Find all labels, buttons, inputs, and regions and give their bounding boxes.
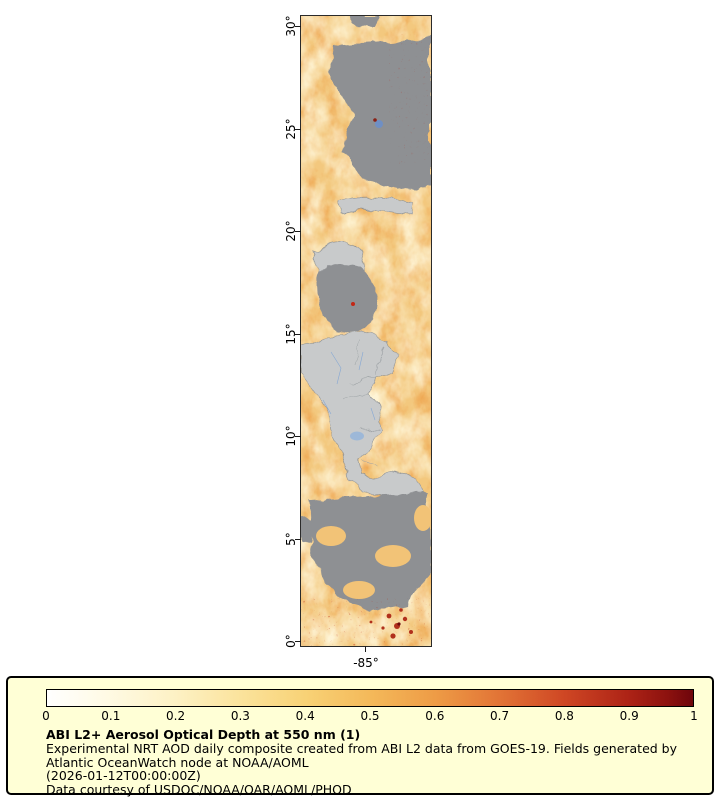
latitude-tickmark — [295, 26, 301, 27]
longitude-tickmark — [365, 646, 366, 652]
colorbar-tick-label: 0.5 — [360, 709, 380, 723]
colorbar-tick-label: 0.8 — [554, 709, 574, 723]
hotspot-dots — [351, 118, 413, 639]
colorbar-tick-label: 1 — [690, 709, 698, 723]
legend-credit: Data courtesy of USDOC/NOAA/OAR/AOML/PHO… — [46, 781, 352, 797]
colorbar-tick-label: 0.7 — [490, 709, 510, 723]
hotspot-speckles — [301, 598, 431, 646]
lake-nicaragua — [350, 431, 364, 441]
latitude-tickmark — [295, 128, 301, 130]
colorbar-tick-label: 0.6 — [425, 709, 445, 723]
aod-gaps-in-clouds — [316, 505, 431, 599]
colorbar — [46, 689, 694, 707]
colorbar-tick-label: 0 — [42, 709, 50, 723]
map-svg — [301, 16, 431, 646]
rivers — [322, 351, 376, 421]
colorbar-tick-label: 0.3 — [230, 709, 250, 723]
latitude-tickmark — [295, 641, 301, 642]
legend-description: Experimental NRT AOD daily composite cre… — [46, 741, 678, 770]
colorbar-tick-label: 0.2 — [166, 709, 186, 723]
latitude-tickmark — [295, 436, 301, 437]
colorbar-tick-label: 0.1 — [101, 709, 121, 723]
colorbar-tick-label: 0.9 — [619, 709, 639, 723]
latitude-tickmark — [295, 333, 301, 335]
country-borders — [344, 337, 386, 467]
legend-panel: 0 0.1 0.2 0.3 0.4 0.5 0.6 0.7 0.8 0.9 1 ABI L2+ Ae… — [6, 676, 714, 797]
legend-title: ABI L2+ Aerosol Optical Depth at 550 nm … — [46, 727, 361, 742]
colorbar-tick-labels: 0 0.1 0.2 0.3 0.4 0.5 0.6 0.7 0.8 0.9 1 — [42, 707, 698, 724]
hotspot-speckles-north — [389, 34, 431, 164]
latitude-tickmark — [295, 231, 301, 232]
colorbar-tick-label: 0.4 — [295, 709, 315, 723]
legend-timestamp: (2026-01-12T00:00:00Z) — [46, 768, 201, 783]
latitude-tickmark — [295, 538, 301, 540]
longitude-label: -85° — [353, 656, 379, 670]
aod-map: 30° 25° 20° 15° 10° 5° 0° -85° — [284, 15, 432, 670]
